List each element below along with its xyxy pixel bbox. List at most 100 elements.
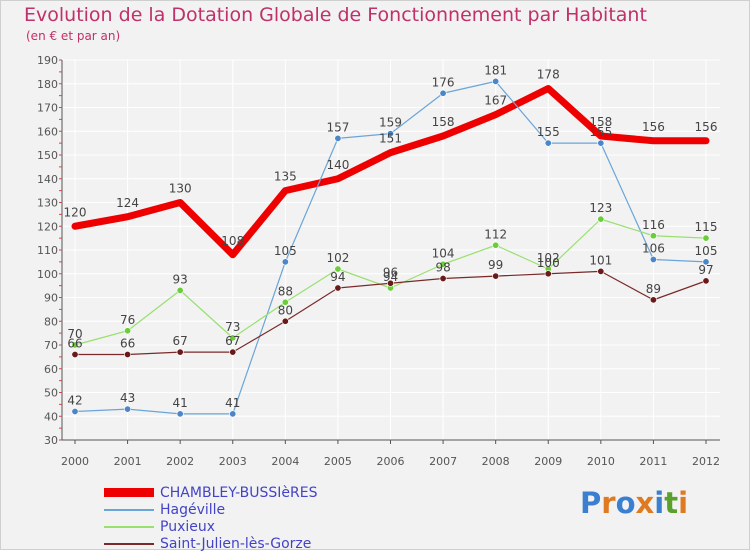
data-label: 66 — [67, 337, 82, 351]
proxiti-logo: Proxiti — [580, 486, 688, 520]
x-tick-label: 2006 — [377, 455, 405, 468]
legend-swatch — [104, 542, 154, 545]
x-tick-label: 2012 — [692, 455, 720, 468]
data-label: 105 — [274, 244, 297, 258]
legend-swatch — [104, 488, 154, 497]
data-label: 102 — [537, 251, 560, 265]
data-label: 159 — [379, 116, 402, 130]
data-point — [176, 348, 184, 356]
data-label: 130 — [169, 182, 192, 196]
x-tick-label: 2002 — [166, 455, 194, 468]
data-point — [71, 341, 79, 349]
data-label: 105 — [695, 244, 718, 258]
y-tick-label: 80 — [44, 315, 58, 328]
data-label: 94 — [383, 270, 398, 284]
data-label: 106 — [642, 242, 665, 256]
data-label: 96 — [383, 265, 398, 279]
data-label: 94 — [330, 270, 345, 284]
data-label: 157 — [326, 120, 349, 134]
data-point — [649, 232, 657, 240]
y-tick-label: 70 — [44, 339, 58, 352]
x-tick-label: 2004 — [271, 455, 299, 468]
data-point — [492, 272, 500, 280]
legend-item: CHAMBLEY-BUSSIèRES — [104, 484, 317, 501]
y-tick-label: 130 — [37, 197, 58, 210]
y-tick-label: 30 — [44, 434, 58, 447]
data-point — [281, 298, 289, 306]
data-label: 158 — [589, 115, 612, 129]
x-tick-label: 2003 — [219, 455, 247, 468]
data-label: 158 — [432, 115, 455, 129]
legend-item: Saint-Julien-lès-Gorze — [104, 535, 317, 552]
chart-title: Evolution de la Dotation Globale de Fonc… — [24, 4, 647, 26]
data-label: 70 — [67, 327, 82, 341]
data-point — [281, 317, 289, 325]
data-point — [649, 296, 657, 304]
data-label: 67 — [225, 334, 240, 348]
data-point — [334, 134, 342, 142]
data-label: 116 — [642, 218, 665, 232]
data-point — [334, 265, 342, 273]
data-point — [702, 277, 710, 285]
data-label: 135 — [274, 170, 297, 184]
x-tick-label: 2007 — [429, 455, 457, 468]
y-tick-label: 100 — [37, 268, 58, 281]
y-tick-label: 160 — [37, 125, 58, 138]
data-point — [71, 350, 79, 358]
data-label: 99 — [488, 258, 503, 272]
y-tick-label: 120 — [37, 220, 58, 233]
legend-label: CHAMBLEY-BUSSIèRES — [160, 484, 318, 501]
data-label: 100 — [537, 256, 560, 270]
data-point — [281, 258, 289, 266]
x-tick-label: 2000 — [61, 455, 89, 468]
data-label: 115 — [695, 220, 718, 234]
data-point — [124, 405, 132, 413]
data-point — [334, 284, 342, 292]
x-tick-label: 2011 — [639, 455, 667, 468]
data-label: 140 — [326, 158, 349, 172]
legend-label: Puxieux — [160, 518, 216, 535]
logo-letter: i — [678, 486, 689, 520]
data-label: 104 — [432, 246, 455, 260]
data-label: 67 — [173, 334, 188, 348]
x-tick-label: 2001 — [114, 455, 142, 468]
data-point — [544, 270, 552, 278]
data-label: 155 — [537, 125, 560, 139]
data-label: 156 — [642, 120, 665, 134]
data-point — [702, 258, 710, 266]
data-point — [492, 77, 500, 85]
data-point — [492, 241, 500, 249]
y-tick-label: 150 — [37, 149, 58, 162]
data-point — [124, 327, 132, 335]
y-tick-label: 50 — [44, 387, 58, 400]
data-label: 167 — [484, 94, 507, 108]
data-point — [439, 260, 447, 268]
data-label: 41 — [225, 396, 240, 410]
y-tick-label: 190 — [37, 54, 58, 67]
y-tick-label: 170 — [37, 102, 58, 115]
data-label: 178 — [537, 68, 560, 82]
data-point — [649, 255, 657, 263]
logo-letter: o — [615, 486, 636, 520]
data-point — [176, 410, 184, 418]
logo-letter: x — [635, 486, 655, 520]
data-label: 76 — [120, 313, 135, 327]
legend-swatch — [104, 525, 154, 528]
legend-swatch — [104, 508, 154, 511]
data-label: 66 — [120, 337, 135, 351]
data-label: 41 — [173, 396, 188, 410]
y-tick-label: 140 — [37, 173, 58, 186]
x-tick-label: 2010 — [587, 455, 615, 468]
data-point — [176, 286, 184, 294]
data-label: 80 — [278, 303, 293, 317]
data-point — [386, 130, 394, 138]
logo-letter: P — [580, 486, 602, 520]
x-tick-label: 2005 — [324, 455, 352, 468]
logo-letter: t — [664, 486, 679, 520]
x-tick-label: 2008 — [482, 455, 510, 468]
chart-subtitle: (en € et par an) — [26, 29, 121, 43]
data-label: 98 — [435, 261, 450, 275]
data-label: 89 — [646, 282, 661, 296]
data-label: 73 — [225, 320, 240, 334]
data-point — [439, 274, 447, 282]
